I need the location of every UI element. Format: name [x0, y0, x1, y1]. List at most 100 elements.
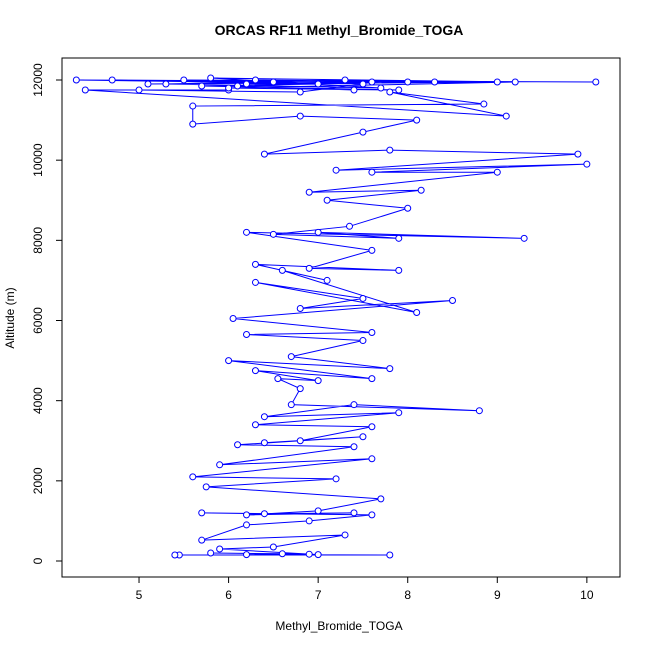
point: [574, 150, 582, 158]
point: [243, 551, 251, 559]
x-tick-label: 8: [404, 588, 411, 602]
y-tick-label: 4000: [31, 387, 45, 414]
point: [359, 294, 367, 302]
point: [404, 204, 412, 212]
point: [198, 82, 206, 90]
point: [449, 296, 457, 304]
x-axis-label: Methyl_Bromide_TOGA: [275, 619, 402, 633]
point: [359, 80, 367, 88]
point: [350, 509, 358, 517]
x-tick-label: 5: [136, 588, 143, 602]
point: [368, 246, 376, 254]
point: [332, 166, 340, 174]
point: [296, 88, 304, 96]
point: [368, 455, 376, 463]
point: [251, 260, 259, 268]
point: [274, 375, 282, 383]
point: [243, 521, 251, 529]
point: [269, 543, 277, 551]
point: [346, 222, 354, 230]
point: [202, 483, 210, 491]
point: [511, 78, 519, 86]
y-tick-label: 10000: [31, 143, 45, 177]
point: [260, 439, 268, 447]
point: [386, 551, 394, 559]
point: [81, 86, 89, 94]
point: [260, 510, 268, 518]
point: [287, 353, 295, 361]
point: [350, 401, 358, 409]
point: [368, 168, 376, 176]
point: [314, 507, 322, 515]
point: [305, 517, 313, 525]
point: [350, 443, 358, 451]
point: [108, 76, 116, 84]
point: [368, 329, 376, 337]
point: [359, 337, 367, 345]
point: [395, 234, 403, 242]
point: [332, 475, 340, 483]
point: [395, 266, 403, 274]
point: [296, 112, 304, 120]
point: [251, 278, 259, 286]
point: [314, 80, 322, 88]
point: [386, 88, 394, 96]
point: [502, 112, 510, 120]
point: [368, 375, 376, 383]
point: [296, 437, 304, 445]
point: [144, 80, 152, 88]
y-tick-label: 12000: [31, 63, 45, 97]
point: [135, 86, 143, 94]
point: [287, 401, 295, 409]
point: [72, 76, 80, 84]
point: [520, 234, 528, 242]
point: [243, 228, 251, 236]
point: [592, 78, 600, 86]
point: [475, 407, 483, 415]
point: [305, 264, 313, 272]
point: [296, 304, 304, 312]
point: [216, 545, 224, 553]
point: [359, 128, 367, 136]
point: [189, 102, 197, 110]
point: [359, 433, 367, 441]
point: [395, 86, 403, 94]
point: [368, 423, 376, 431]
point: [225, 357, 233, 365]
point: [198, 536, 206, 544]
point: [377, 84, 385, 92]
x-tick-label: 9: [494, 588, 501, 602]
point: [323, 196, 331, 204]
point: [350, 86, 358, 94]
point: [207, 74, 215, 82]
point: [216, 461, 224, 469]
point: [386, 365, 394, 373]
chart-title: ORCAS RF11 Methyl_Bromide_TOGA: [215, 22, 464, 38]
point: [251, 421, 259, 429]
point: [368, 511, 376, 519]
point: [314, 551, 322, 559]
point: [234, 82, 242, 90]
point: [234, 441, 242, 449]
point: [278, 550, 286, 558]
point: [225, 84, 233, 92]
point: [413, 308, 421, 316]
series-line: [76, 77, 596, 556]
point: [386, 146, 394, 154]
point: [305, 550, 313, 558]
point: [493, 78, 501, 86]
point: [189, 473, 197, 481]
point: [480, 100, 488, 108]
y-tick-label: 6000: [31, 307, 45, 334]
point: [180, 76, 188, 84]
point: [189, 120, 197, 128]
point: [417, 186, 425, 194]
point: [377, 495, 385, 503]
point: [171, 551, 179, 559]
point: [431, 78, 439, 86]
point: [260, 413, 268, 421]
point: [251, 76, 259, 84]
point: [243, 331, 251, 339]
point: [341, 531, 349, 539]
